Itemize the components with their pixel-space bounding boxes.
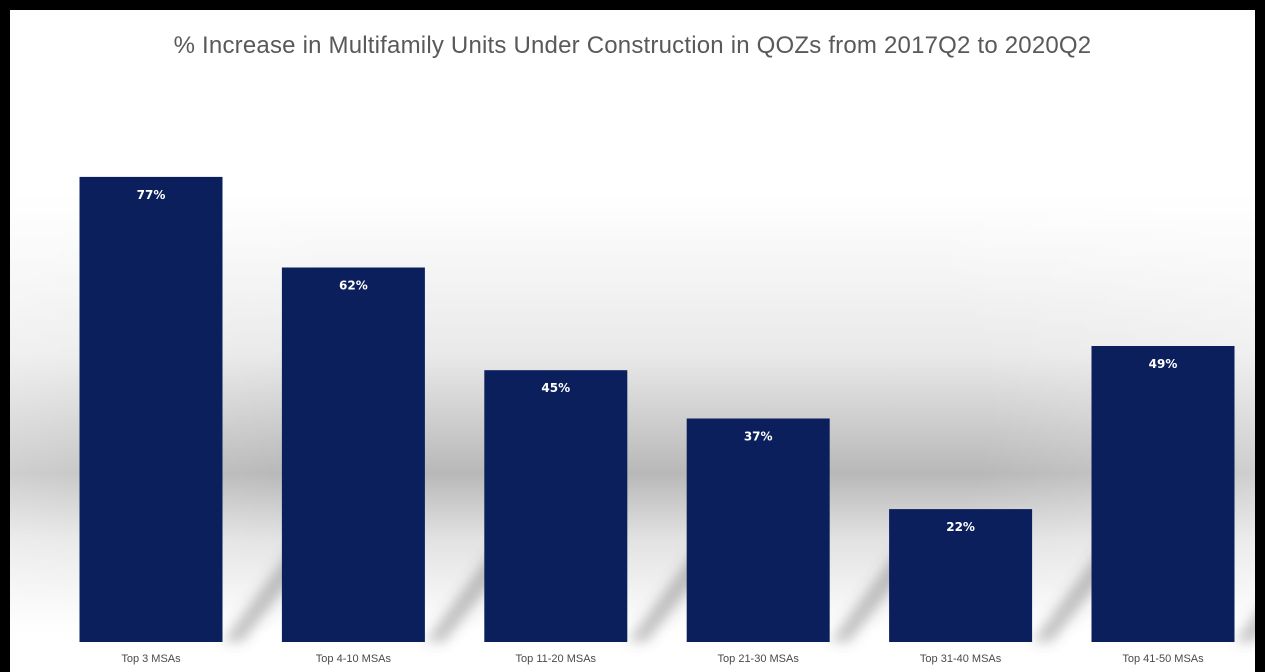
category-label-6: Top 41-50 MSAs (1122, 653, 1204, 665)
bar-2 (281, 267, 425, 642)
category-label-4: Top 21-30 MSAs (718, 653, 800, 665)
category-label-3: Top 11-20 MSAs (516, 653, 597, 665)
bar-chart: 77% Top 3 MSAs 62% Top 4-10 MSAs 45% Top 11-2… (79, 176, 1255, 665)
bar-3 (484, 370, 628, 642)
bar-5 (889, 509, 1033, 642)
bar-1 (79, 176, 223, 642)
category-label-2: Top 4-10 MSAs (316, 653, 392, 665)
bar-4 (686, 418, 830, 642)
data-label-2: 62% (339, 279, 368, 293)
category-label-5: Top 31-40 MSAs (920, 653, 1002, 665)
category-label-1: Top 3 MSAs (121, 653, 181, 665)
data-label-5: 22% (946, 520, 975, 534)
data-label-4: 37% (744, 430, 773, 444)
data-label-3: 45% (541, 381, 570, 395)
data-label-1: 77% (137, 188, 166, 202)
chart-title: % Increase in Multifamily Units Under Co… (173, 32, 1092, 59)
bar-6 (1091, 346, 1235, 642)
data-label-6: 49% (1149, 357, 1178, 371)
bar-shadow (1234, 614, 1255, 642)
